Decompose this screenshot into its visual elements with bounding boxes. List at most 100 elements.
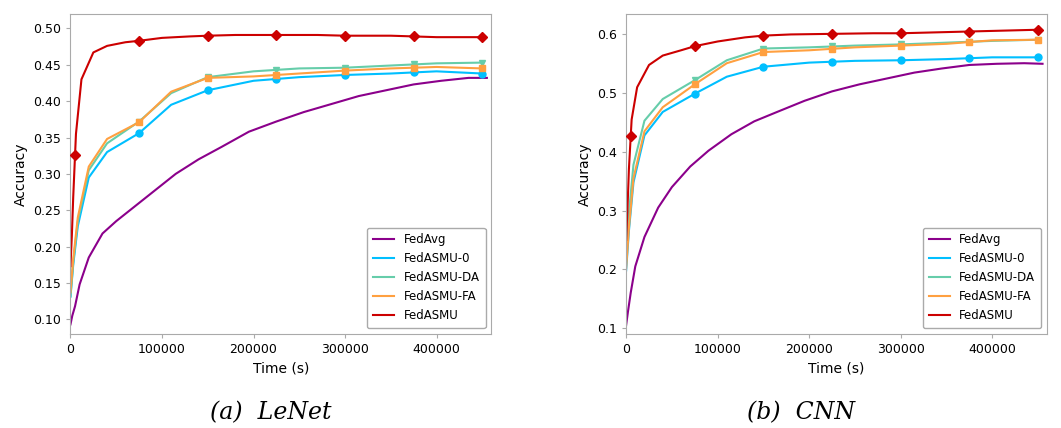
FedASMU-0: [657, 110, 669, 115]
FedAvg: [66, 313, 79, 318]
Line: FedASMU-0: FedASMU-0: [70, 71, 483, 297]
FedASMU-FA: [894, 43, 907, 48]
FedAvg: [64, 322, 76, 327]
FedASMU-DA: [293, 66, 306, 71]
FedASMU: [269, 33, 282, 38]
FedASMU-0: [430, 69, 442, 74]
FedASMU-DA: [430, 61, 442, 66]
FedASMU: [986, 28, 998, 33]
FedASMU: [657, 53, 669, 58]
FedASMU: [758, 33, 770, 38]
FedASMU-FA: [623, 226, 636, 231]
Line: FedASMU-DA: FedASMU-DA: [70, 62, 483, 296]
FedAvg: [638, 235, 650, 240]
FedAvg: [622, 309, 634, 314]
FedAvg: [407, 82, 420, 87]
FedASMU-FA: [758, 50, 770, 55]
FedAvg: [269, 119, 282, 124]
FedASMU-0: [627, 180, 640, 185]
FedASMU: [184, 34, 196, 39]
FedASMU-0: [623, 229, 636, 234]
FedASMU: [156, 36, 169, 41]
FedASMU-0: [67, 262, 80, 268]
FedASMU-DA: [71, 219, 84, 224]
FedASMU-FA: [849, 45, 862, 50]
FedASMU: [67, 195, 80, 200]
Line: FedASMU-FA: FedASMU-FA: [626, 40, 1038, 268]
FedASMU: [784, 32, 797, 37]
FedASMU-0: [1031, 55, 1044, 60]
FedASMU-DA: [202, 74, 214, 80]
FedASMU-DA: [1031, 37, 1044, 42]
FedASMU-0: [620, 268, 632, 273]
FedAvg: [990, 61, 1003, 66]
FedASMU: [66, 233, 79, 238]
FedASMU: [75, 77, 88, 82]
FedASMU-FA: [430, 64, 442, 69]
FedASMU-DA: [67, 260, 80, 265]
FedASMU: [625, 117, 638, 122]
FedAvg: [651, 205, 664, 210]
FedASMU-DA: [64, 294, 76, 299]
FedASMU-FA: [101, 137, 114, 142]
FedASMU-0: [803, 60, 816, 65]
FedAvg: [463, 75, 475, 80]
FedASMU-DA: [758, 46, 770, 51]
FedASMU-DA: [623, 211, 636, 216]
FedASMU: [689, 44, 701, 49]
FedASMU-0: [64, 294, 76, 299]
FedAvg: [963, 62, 976, 68]
FedASMU-DA: [689, 77, 701, 83]
FedASMU: [87, 50, 100, 55]
FedASMU-DA: [720, 58, 733, 63]
FedASMU-DA: [620, 249, 632, 254]
FedASMU-FA: [689, 82, 701, 87]
FedASMU-DA: [986, 39, 998, 44]
FedAvg: [798, 98, 811, 103]
FedASMU-FA: [657, 105, 669, 110]
FedAvg: [908, 70, 921, 75]
FedASMU: [338, 33, 351, 38]
FedAvg: [170, 171, 182, 176]
FedASMU-0: [849, 58, 862, 63]
FedASMU-FA: [1031, 37, 1044, 42]
FedAvg: [853, 82, 866, 87]
Text: (b)  CNN: (b) CNN: [747, 401, 855, 425]
FedASMU: [101, 43, 114, 48]
FedASMU-0: [940, 56, 953, 62]
FedASMU-0: [894, 58, 907, 63]
FedAvg: [192, 157, 205, 162]
FedASMU-FA: [384, 66, 397, 71]
FedASMU-0: [247, 78, 260, 83]
X-axis label: Time (s): Time (s): [253, 361, 309, 375]
Line: FedASMU: FedASMU: [626, 30, 1038, 240]
FedASMU-0: [164, 102, 177, 107]
FedASMU-DA: [657, 96, 669, 101]
FedAvg: [748, 119, 761, 124]
FedASMU-FA: [986, 38, 998, 43]
FedASMU: [620, 238, 632, 243]
FedAvg: [215, 144, 228, 149]
FedASMU-FA: [293, 71, 306, 76]
FedAvg: [770, 110, 783, 115]
FedAvg: [297, 110, 310, 115]
FedASMU: [643, 62, 656, 68]
FedASMU-0: [133, 131, 145, 136]
FedASMU-0: [384, 71, 397, 76]
FedASMU: [711, 39, 724, 44]
FedAvg: [629, 264, 642, 269]
FedAvg: [1037, 61, 1049, 66]
FedASMU-FA: [133, 120, 145, 125]
FedASMU: [825, 31, 838, 36]
FedAvg: [620, 322, 632, 327]
FedASMU-FA: [71, 215, 84, 220]
Legend: FedAvg, FedASMU-0, FedASMU-DA, FedASMU-FA, FedASMU: FedAvg, FedASMU-0, FedASMU-DA, FedASMU-F…: [923, 228, 1041, 328]
FedASMU-0: [758, 64, 770, 69]
FedASMU: [133, 38, 145, 43]
FedASMU-DA: [83, 168, 95, 173]
FedASMU-FA: [638, 129, 650, 134]
FedASMU-FA: [940, 41, 953, 46]
FedASMU: [1031, 27, 1044, 32]
FedASMU-0: [101, 149, 114, 155]
FedASMU: [430, 35, 442, 40]
